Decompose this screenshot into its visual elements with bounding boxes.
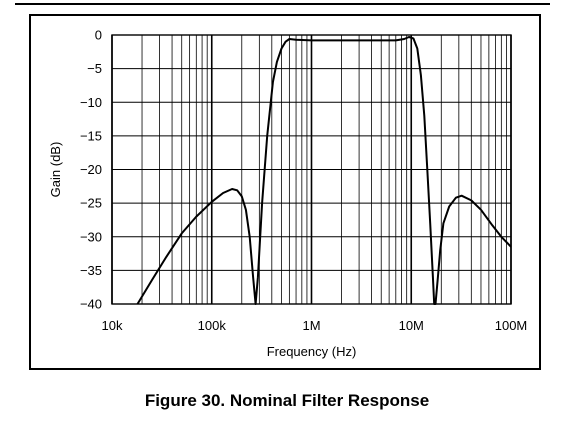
y-tick-label: −10	[80, 95, 102, 110]
y-tick-labels: 0 −5 −10 −15 −20 −25 −30 −35 −40	[80, 28, 102, 312]
x-tick-labels: 10k 100k 1M 10M 100M	[102, 318, 528, 333]
y-tick-label: 0	[95, 28, 102, 43]
x-tick-label: 100k	[198, 318, 227, 333]
plot-area-border	[111, 34, 512, 305]
y-tick-label: −35	[80, 263, 102, 278]
x-axis-label: Frequency (Hz)	[267, 344, 357, 359]
x-tick-label: 100M	[495, 318, 528, 333]
figure-caption: Figure 30. Nominal Filter Response	[144, 391, 430, 410]
y-tick-label: −30	[80, 229, 102, 244]
header-rule	[15, 3, 550, 5]
filter-response-chart: 0 −5 −10 −15 −20 −25 −30 −35 −40 10k 100k 1M 10M 100…	[48, 28, 528, 360]
y-tick-label: −15	[80, 128, 102, 143]
y-tick-label: −20	[80, 162, 102, 177]
gain-curve	[136, 36, 512, 305]
x-tick-label: 10M	[399, 318, 424, 333]
y-tick-label: −25	[80, 196, 102, 211]
chart-frame	[29, 14, 541, 370]
y-tick-label: −40	[80, 297, 102, 312]
y-tick-label: −5	[87, 61, 102, 76]
x-tick-label: 1M	[302, 318, 320, 333]
y-axis-label: Gain (dB)	[48, 142, 63, 198]
x-tick-label: 10k	[102, 318, 123, 333]
